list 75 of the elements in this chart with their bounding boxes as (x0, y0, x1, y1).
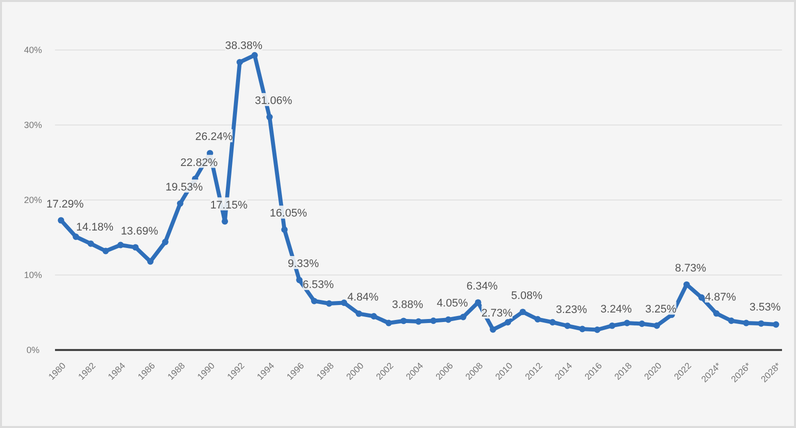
point (88, 240, 94, 247)
point (654, 322, 660, 329)
data-label: 19.53% (166, 182, 204, 194)
data-label: 22.82% (180, 156, 218, 169)
point (356, 310, 362, 317)
point (698, 294, 705, 301)
data-label: 6.53% (302, 279, 334, 292)
point (176, 200, 184, 207)
data-label: 17.15% (210, 199, 248, 212)
y-tick-label: 0% (26, 345, 40, 356)
data-label: 3.25% (645, 304, 677, 316)
point (117, 242, 124, 248)
point (340, 300, 348, 306)
point (311, 298, 318, 304)
point (251, 52, 258, 58)
data-label: 4.87% (704, 291, 736, 304)
data-label: 2.73% (481, 308, 513, 320)
data-label: 3.23% (556, 304, 588, 316)
point (549, 319, 556, 326)
point (102, 248, 109, 254)
point (386, 320, 392, 326)
data-label: 16.05% (270, 208, 308, 220)
point (743, 320, 750, 326)
point (236, 58, 243, 66)
point (266, 114, 273, 120)
point (415, 318, 422, 325)
point (490, 326, 496, 333)
data-label: 13.69% (120, 225, 158, 238)
point (296, 276, 303, 284)
y-tick-label: 10% (24, 270, 42, 280)
point (758, 320, 764, 327)
data-label: 6.34% (466, 280, 498, 292)
point (400, 318, 407, 324)
data-label: 17.29% (46, 198, 84, 210)
data-label: 5.08% (511, 290, 543, 302)
data-label: 26.24% (195, 131, 233, 144)
data-label: 3.53% (750, 302, 781, 314)
point (624, 320, 630, 326)
point (520, 308, 526, 316)
point (430, 318, 437, 324)
point (147, 258, 154, 265)
point (326, 300, 332, 307)
point (594, 326, 600, 333)
data-label: 14.18% (76, 222, 114, 234)
data-label: 4.05% (436, 298, 468, 310)
point (579, 326, 586, 332)
data-label: 4.84% (347, 292, 379, 304)
point (728, 318, 735, 324)
data-label: 9.33% (288, 258, 320, 270)
point (370, 313, 378, 320)
data-label: 3.24% (600, 304, 632, 316)
point (281, 226, 288, 233)
data-label: 31.06% (254, 95, 292, 108)
y-tick-label: 30% (24, 120, 42, 130)
point (58, 217, 64, 224)
point (534, 316, 541, 322)
point (713, 310, 720, 317)
y-tick-label: 40% (24, 45, 42, 56)
point (683, 281, 690, 288)
data-label: 38.38% (225, 40, 263, 52)
point (222, 218, 228, 225)
data-label: 8.73% (675, 262, 706, 275)
point (772, 321, 780, 328)
y-tick-label: 20% (24, 195, 42, 206)
point (564, 322, 571, 329)
point (445, 316, 452, 323)
point (72, 234, 80, 240)
data-label: 3.88% (392, 298, 424, 311)
point (162, 238, 168, 246)
point (132, 244, 139, 251)
point (608, 322, 616, 329)
point (474, 299, 482, 306)
point (638, 320, 646, 327)
point (460, 314, 466, 320)
point (504, 319, 512, 326)
